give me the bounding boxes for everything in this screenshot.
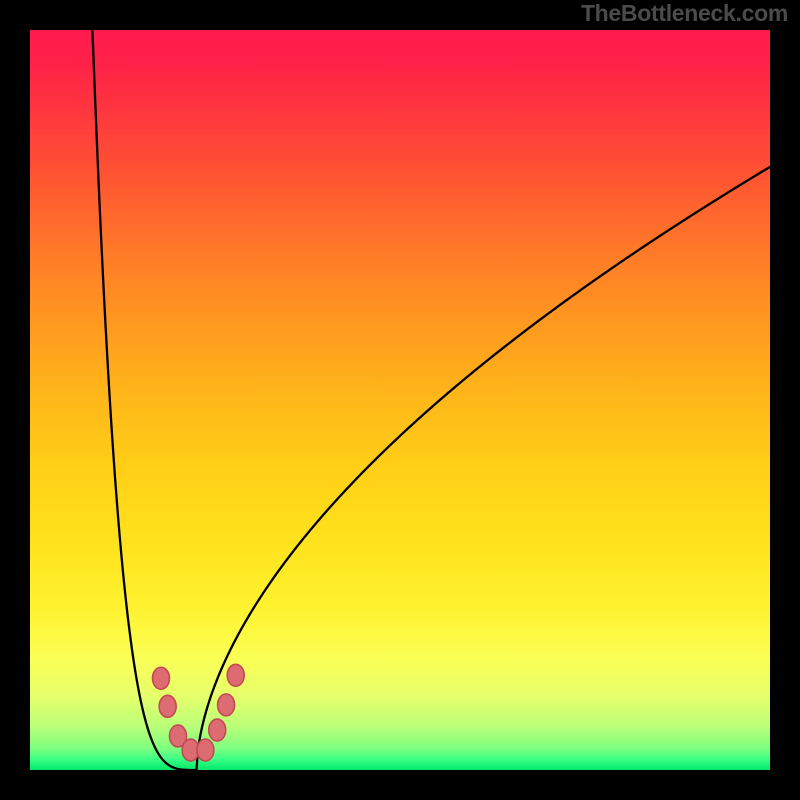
optimum-marker [227, 664, 244, 686]
optimum-marker [197, 739, 214, 761]
chart-container: TheBottleneck.com [0, 0, 800, 800]
watermark-text: TheBottleneck.com [581, 0, 788, 27]
plot-background-gradient [30, 30, 770, 770]
bottleneck-chart [0, 0, 800, 800]
optimum-marker [152, 667, 169, 689]
optimum-marker [209, 719, 226, 741]
optimum-marker [218, 694, 235, 716]
optimum-marker [159, 695, 176, 717]
